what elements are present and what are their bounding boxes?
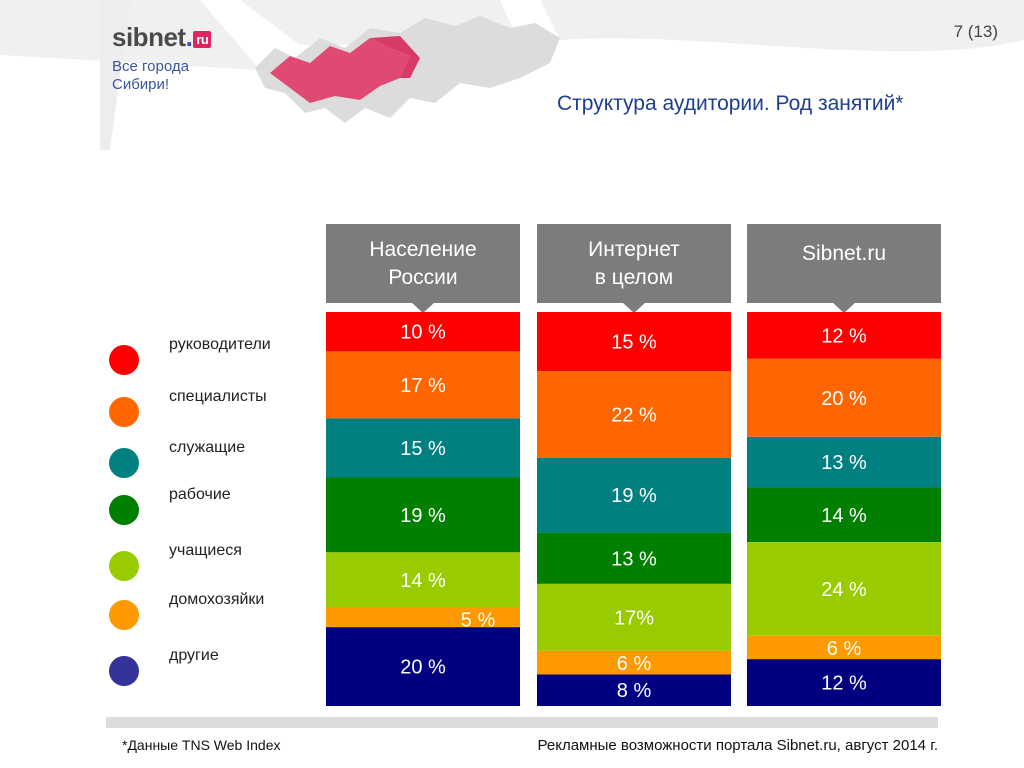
bar-segment-руководители (747, 312, 941, 359)
data-label: 13 % (611, 548, 657, 570)
column-header-label: Интернет в целом (588, 237, 680, 289)
data-label: 19 % (400, 505, 446, 527)
bar-segment-домохозяйки (747, 635, 941, 660)
footer-divider (106, 717, 938, 728)
column-header-pointer (622, 302, 646, 313)
slide-title: Структура аудитории. Род занятий* (557, 92, 904, 115)
data-label: 8 % (617, 680, 652, 702)
bar-segment-другие (326, 627, 520, 706)
legend-item: учащиеся (109, 542, 242, 582)
tagline-line-1: Все города (112, 58, 189, 75)
legend-swatch (109, 551, 139, 581)
legend-label: учащиеся (169, 542, 242, 559)
legend-label: служащие (169, 439, 246, 456)
siberia-map-image (255, 16, 560, 123)
legend-label: специалисты (169, 388, 267, 405)
data-label: 6 % (827, 638, 862, 660)
data-label: 14 % (400, 570, 446, 592)
data-label: 24 % (821, 579, 867, 601)
bar-segment-служащие (747, 436, 941, 488)
legend-swatch (109, 345, 139, 375)
legend-item: домохозяйки (109, 591, 264, 631)
page-number: 7 (13) (953, 22, 998, 41)
legend-item: рабочие (109, 486, 231, 526)
column-header-pointer (411, 302, 435, 313)
legend-item: специалисты (109, 388, 267, 428)
legend-label: руководители (169, 336, 271, 353)
bar-segment-служащие (326, 418, 520, 478)
data-label: 5 % (461, 610, 496, 632)
column-header-label: Sibnet.ru (801, 241, 887, 265)
legend-item: другие (109, 647, 219, 687)
bar-segment-учащиеся (537, 583, 731, 651)
data-label: 10 % (400, 322, 446, 344)
bar-segment-другие (537, 674, 731, 706)
data-label: 20 % (400, 657, 446, 679)
column-header-label: Население России (369, 237, 477, 289)
data-label: 14 % (821, 505, 867, 527)
column-header-1: Население России (326, 224, 520, 313)
data-label: 15 % (400, 438, 446, 460)
legend-item: руководители (109, 336, 271, 376)
data-label: 17 % (400, 375, 446, 397)
data-label: 19 % (611, 485, 657, 507)
data-label: 13 % (821, 452, 867, 474)
legend-label: домохозяйки (169, 591, 265, 608)
bar-segment-рабочие (747, 487, 941, 543)
legend-item: служащие (109, 439, 245, 479)
bar-segment-специалисты (747, 358, 941, 437)
data-label: 12 % (821, 673, 867, 695)
data-label: 22 % (611, 404, 657, 426)
legend-label: рабочие (169, 486, 231, 503)
bar-segment-домохозяйки (537, 650, 731, 675)
data-label: 20 % (821, 388, 867, 410)
logo-tagline: Все города Сибири! (112, 58, 189, 94)
legend-swatch (109, 448, 139, 478)
tagline-line-2: Сибири! (112, 76, 170, 93)
column-header-2: Интернет в целом (537, 224, 731, 313)
footnote: *Данные TNS Web Index (122, 737, 281, 753)
bar-segment-домохозяйки (326, 607, 520, 628)
bar-segment-руководители (326, 312, 520, 352)
footer-source: Рекламные возможности портала Sibnet.ru,… (537, 737, 938, 754)
bar-segment-учащиеся (326, 552, 520, 608)
bar-segment-другие (747, 659, 941, 706)
bar-segment-рабочие (326, 477, 520, 553)
data-label: 15 % (611, 332, 657, 354)
legend-label: другие (169, 647, 219, 664)
legend-swatch (109, 397, 139, 427)
bar-segment-руководители (537, 312, 731, 372)
legend-swatch (109, 495, 139, 525)
sibnet-logo: sibnet. ru (112, 22, 212, 53)
bar-segment-служащие (537, 457, 731, 533)
bar-segment-специалисты (537, 371, 731, 458)
bar-segment-рабочие (537, 532, 731, 584)
legend-swatch (109, 600, 139, 630)
legend-swatch (109, 656, 139, 686)
column-header-3: Sibnet.ru (747, 224, 941, 313)
data-label: 12 % (821, 325, 867, 347)
bar-segment-специалисты (326, 351, 520, 419)
bar-segment-учащиеся (747, 542, 941, 636)
column-header-pointer (832, 302, 856, 313)
data-label: 6 % (617, 653, 652, 675)
data-label: 17% (614, 607, 654, 629)
